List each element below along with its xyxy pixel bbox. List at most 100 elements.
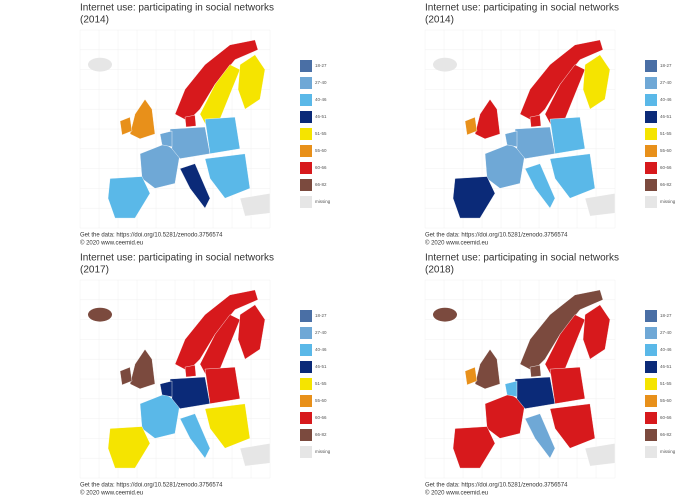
region-balkans [204,403,251,449]
legend-swatch [300,162,312,174]
legend-swatch [645,395,657,407]
legend-swatch [300,446,312,458]
legend-swatch [300,94,312,106]
region-iberia [107,176,151,219]
region-iberia [452,176,496,219]
legend-label: 18-27 [315,313,327,318]
legend-swatch [300,344,312,356]
legend-label: 55-60 [660,148,672,153]
map-panel: Internet use: participating in social ne… [424,253,676,497]
legend-label: 40-46 [315,97,327,102]
legend-label: 27-40 [315,80,327,85]
region-iberia [452,426,496,469]
legend-label: 40-46 [660,97,672,102]
copyright-note: © 2020 www.ceemid.eu [80,240,143,247]
legend-label: 18-27 [660,63,672,68]
legend-label: 18-27 [660,313,672,318]
region-poland [549,116,586,154]
map-year: (2018) [425,265,454,276]
legend-swatch [645,344,657,356]
region-central [169,376,211,409]
region-balkans [549,403,596,449]
legend-swatch [300,412,312,424]
legend-label: 66-82 [660,182,672,187]
legend-label: 40-46 [315,347,327,352]
region-turkey [584,193,616,217]
legend-swatch [300,60,312,72]
map-year: (2014) [80,15,109,26]
region-central [514,126,556,159]
region-uk [474,348,501,390]
region-turkey [239,193,271,217]
map-title: Internet use: participating in social ne… [80,3,274,14]
legend-swatch [645,145,657,157]
legend-label: 51-55 [660,131,672,136]
region-norway [519,289,604,372]
legend-swatch [645,94,657,106]
region-iberia [107,426,151,469]
region-denmark [184,364,197,378]
legend-swatch [645,429,657,441]
region-italy [524,413,556,459]
legend-label: 60-66 [315,415,327,420]
region-poland [204,366,241,404]
legend-label: 46-51 [660,114,672,119]
legend-swatch [645,60,657,72]
region-italy [179,413,211,459]
legend-label: 51-55 [660,381,672,386]
map-panel: Internet use: participating in social ne… [79,3,331,247]
region-benelux [159,130,173,148]
map-title: Internet use: participating in social ne… [80,253,274,264]
region-finland [237,304,266,360]
region-uk [129,348,156,390]
map-title: Internet use: participating in social ne… [425,253,619,264]
region-finland [582,54,611,110]
legend-swatch [645,128,657,140]
legend-swatch [300,196,312,208]
region-uk [474,98,501,140]
legend-label: 55-60 [315,398,327,403]
legend-swatch [645,196,657,208]
region-norway [174,289,259,372]
legend-swatch [645,77,657,89]
legend-label: 46-51 [315,114,327,119]
source-note: Get the data: https://doi.org/10.5281/ze… [80,233,223,239]
legend-swatch [645,111,657,123]
legend-label: missing [660,199,676,204]
legend-label: 27-40 [660,80,672,85]
source-note: Get the data: https://doi.org/10.5281/ze… [425,483,568,489]
region-denmark [529,364,542,378]
region-poland [549,366,586,404]
legend-label: 60-66 [315,165,327,170]
legend-label: 51-55 [315,131,327,136]
region-denmark [184,114,197,128]
region-finland [582,304,611,360]
legend-label: 66-82 [315,432,327,437]
legend-label: 60-66 [660,165,672,170]
region-finland [237,54,266,110]
region-turkey [584,443,616,467]
region-iceland [88,57,112,72]
legend-swatch [300,395,312,407]
region-poland [204,116,241,154]
legend-swatch [645,412,657,424]
legend-swatch [300,77,312,89]
legend-swatch [300,128,312,140]
region-benelux [504,380,518,398]
map-year: (2014) [425,15,454,26]
legend-label: 66-82 [660,432,672,437]
region-italy [179,163,211,209]
legend-label: 27-40 [660,330,672,335]
legend-swatch [645,310,657,322]
region-ireland [464,116,478,136]
legend-label: 66-82 [315,182,327,187]
legend-label: 51-55 [315,381,327,386]
legend-label: 18-27 [315,63,327,68]
legend-label: missing [660,449,676,454]
legend-swatch [300,310,312,322]
legend-swatch [300,179,312,191]
map-area [424,279,616,479]
legend-swatch [300,327,312,339]
source-note: Get the data: https://doi.org/10.5281/ze… [425,233,568,239]
map-area [79,29,271,229]
